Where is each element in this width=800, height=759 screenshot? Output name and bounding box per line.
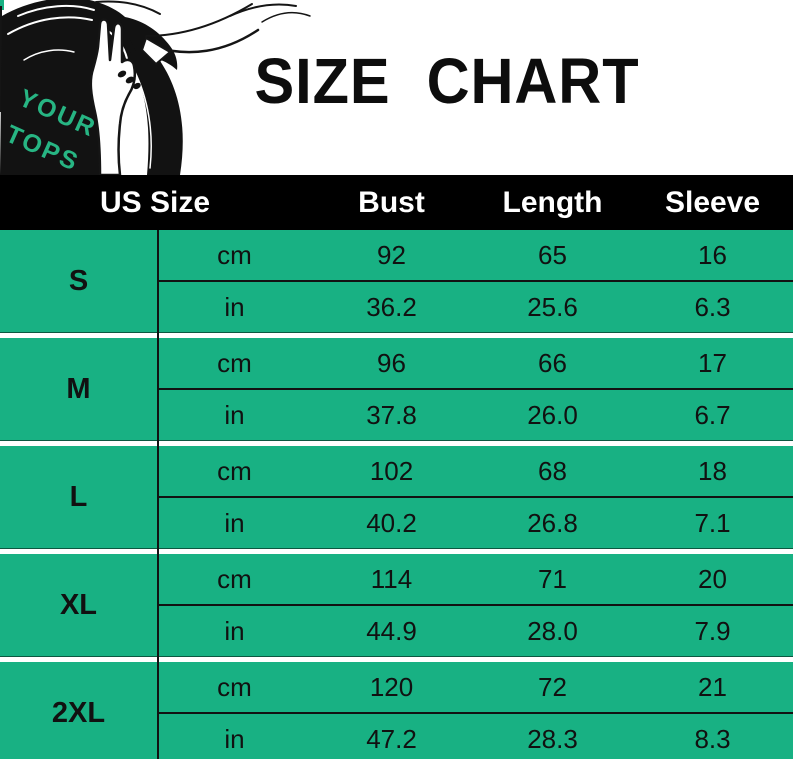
unit-label: in [158,605,311,657]
table-row: in 40.2 26.8 7.1 [0,497,794,549]
sleeve-cm-value: 18 [632,446,794,498]
sleeve-in-value: 6.3 [632,281,794,333]
unit-label: in [158,281,311,333]
header-row: US Size Bust Length Sleeve [0,175,794,230]
sleeve-in-value: 8.3 [632,713,794,759]
length-cm-value: 72 [473,662,633,714]
column-header-length: Length [473,175,633,230]
length-in-value: 28.0 [473,605,633,657]
left-edge-line [0,6,2,112]
bust-in-value: 40.2 [310,497,474,549]
group-separator [0,548,794,554]
length-in-value: 28.3 [473,713,633,759]
unit-label: in [158,389,311,441]
unit-label: cm [158,338,311,390]
table-row: M cm 96 66 17 [0,338,794,441]
sleeve-in-value: 7.9 [632,605,794,657]
group-separator [0,332,794,338]
length-cm-value: 68 [473,446,633,498]
bust-cm-value: 92 [310,230,474,282]
length-in-value: 25.6 [473,281,633,333]
length-cm-value: 66 [473,338,633,390]
unit-label: cm [158,662,311,714]
bust-in-value: 37.8 [310,389,474,441]
sleeve-cm-value: 20 [632,554,794,606]
unit-label: in [158,713,311,759]
size-label: XL [0,554,159,657]
hair-tie [140,36,172,66]
length-cm-value: 71 [473,554,633,606]
sleeve-cm-value: 21 [632,662,794,714]
sleeve-in-value: 6.7 [632,389,794,441]
size-label: L [0,446,159,549]
hero-section: YOUR TOPS SIZE CHART [0,0,800,175]
size-label: S [0,230,159,333]
bust-in-value: 36.2 [310,281,474,333]
table-row: S cm 92 65 16 [0,230,794,333]
size-chart-area: US Size Bust Length Sleeve S cm 92 65 16… [0,175,794,759]
size-table: US Size Bust Length Sleeve S cm 92 65 16… [0,175,794,759]
size-label: 2XL [0,662,159,759]
bust-cm-value: 102 [310,446,474,498]
brand-illustration: YOUR TOPS [0,0,311,175]
bust-cm-value: 96 [310,338,474,390]
table-row: L cm 102 68 18 [0,446,794,549]
unit-label: cm [158,230,311,282]
column-header-sleeve: Sleeve [632,175,794,230]
sleeve-cm-value: 16 [632,230,794,282]
table-row: 2XL cm 120 72 21 [0,662,794,759]
bust-cm-value: 120 [310,662,474,714]
table-row: in 44.9 28.0 7.9 [0,605,794,657]
table-row: in 36.2 25.6 6.3 [0,281,794,333]
sleeve-in-value: 7.1 [632,497,794,549]
size-chart-title: SIZE CHART [254,45,640,117]
bust-cm-value: 114 [310,554,474,606]
hand-graphic [89,18,137,175]
length-in-value: 26.8 [473,497,633,549]
unit-label: cm [158,446,311,498]
unit-label: in [158,497,311,549]
table-row: in 47.2 28.3 8.3 [0,713,794,759]
length-in-value: 26.0 [473,389,633,441]
group-separator [0,440,794,446]
sleeve-cm-value: 17 [632,338,794,390]
table-row: XL cm 114 71 20 [0,554,794,657]
bust-in-value: 44.9 [310,605,474,657]
corner-mark [0,0,4,10]
length-cm-value: 65 [473,230,633,282]
bust-in-value: 47.2 [310,713,474,759]
group-separator [0,656,794,662]
column-header-bust: Bust [310,175,474,230]
size-label: M [0,338,159,441]
table-row: in 37.8 26.0 6.7 [0,389,794,441]
column-header-us-size: US Size [0,175,311,230]
painted-nails [117,70,141,90]
unit-label: cm [158,554,311,606]
